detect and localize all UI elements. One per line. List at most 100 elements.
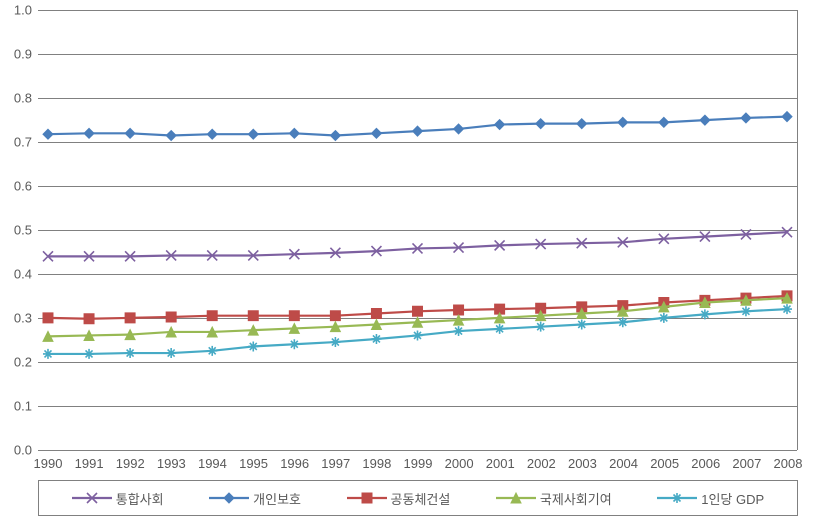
y-tick-label: 0.5	[14, 223, 32, 238]
series-marker-community_building	[84, 314, 94, 324]
series-marker-gdp_per_capita	[659, 313, 669, 323]
legend-swatch-integrated_society	[72, 491, 112, 505]
legend-label: 공동체건설	[391, 489, 451, 508]
series-marker-personal_protection	[741, 113, 751, 123]
series-marker-personal_protection	[43, 129, 53, 139]
series-marker-gdp_per_capita	[289, 339, 299, 349]
plot-area: 0.00.10.20.30.40.50.60.70.80.91.01990199…	[38, 10, 798, 450]
x-tick-label: 1994	[198, 456, 227, 471]
series-marker-personal_protection	[330, 131, 340, 141]
x-tick-label: 2005	[650, 456, 679, 471]
x-tick-label: 1990	[34, 456, 63, 471]
series-marker-community_building	[125, 313, 135, 323]
series-marker-gdp_per_capita	[782, 304, 792, 314]
chart-container: 0.0 0.1 0.2 0.3 0.4 0.5 0.6 0.7 0.8 0.9 1.0 1990 199…	[0, 0, 813, 525]
y-tick-label: 1.0	[14, 3, 32, 18]
series-marker-community_building	[454, 305, 464, 315]
legend-swatch-gdp_per_capita	[657, 491, 697, 505]
series-marker-gdp_per_capita	[248, 341, 258, 351]
y-tick-label: 0.7	[14, 135, 32, 150]
y-tick-label: 0.4	[14, 267, 32, 282]
series-marker-gdp_per_capita	[618, 317, 628, 327]
series-marker-personal_protection	[248, 129, 258, 139]
y-tick-label: 0.2	[14, 355, 32, 370]
legend-label: 개인보호	[253, 489, 301, 508]
y-tick-label: 0.6	[14, 179, 32, 194]
x-tick-label: 2007	[732, 456, 761, 471]
x-tick-label: 2003	[568, 456, 597, 471]
series-marker-personal_protection	[84, 128, 94, 138]
series-marker-community_building	[43, 313, 53, 323]
legend: 통합사회 개인보호 공동체건설 국제사회기여 1인당 GDP	[38, 480, 798, 516]
series-marker-gdp_per_capita	[454, 326, 464, 336]
y-tick-label: 0.8	[14, 91, 32, 106]
series-marker-gdp_per_capita	[43, 349, 53, 359]
y-tick-label: 0.9	[14, 47, 32, 62]
plot-svg	[38, 10, 797, 450]
series-marker-gdp_per_capita	[577, 319, 587, 329]
x-tick-label: 2001	[486, 456, 515, 471]
series-marker-community_building	[371, 308, 381, 318]
series-marker-community_building	[413, 306, 423, 316]
x-tick-label: 1991	[75, 456, 104, 471]
series-marker-personal_protection	[166, 131, 176, 141]
x-tick-label: 2002	[527, 456, 556, 471]
series-marker-personal_protection	[289, 128, 299, 138]
series-marker-personal_protection	[700, 115, 710, 125]
x-tick-label: 1997	[321, 456, 350, 471]
series-marker-gdp_per_capita	[536, 322, 546, 332]
legend-item-personal_protection: 개인보호	[209, 489, 301, 508]
series-marker-personal_protection	[536, 119, 546, 129]
legend-label: 통합사회	[116, 489, 164, 508]
legend-item-gdp_per_capita: 1인당 GDP	[657, 489, 764, 508]
series-marker-gdp_per_capita	[741, 306, 751, 316]
series-marker-personal_protection	[495, 120, 505, 130]
series-marker-gdp_per_capita	[495, 324, 505, 334]
x-tick-label: 2006	[691, 456, 720, 471]
legend-item-community_building: 공동체건설	[347, 489, 451, 508]
legend-swatch-personal_protection	[209, 491, 249, 505]
x-tick-label: 1998	[362, 456, 391, 471]
x-tick-label: 1993	[157, 456, 186, 471]
legend-item-international_contribution: 국제사회기여	[496, 489, 612, 508]
series-marker-personal_protection	[618, 117, 628, 127]
series-marker-personal_protection	[371, 128, 381, 138]
series-marker-personal_protection	[413, 126, 423, 136]
x-tick-label: 2000	[445, 456, 474, 471]
series-marker-personal_protection	[782, 112, 792, 122]
gridline	[38, 450, 797, 451]
legend-swatch-community_building	[347, 491, 387, 505]
x-tick-label: 1992	[116, 456, 145, 471]
series-marker-community_building	[289, 311, 299, 321]
series-marker-community_building	[330, 311, 340, 321]
x-tick-label: 1996	[280, 456, 309, 471]
y-tick-label: 0.1	[14, 399, 32, 414]
legend-item-integrated_society: 통합사회	[72, 489, 164, 508]
series-marker-community_building	[166, 312, 176, 322]
x-tick-label: 2004	[609, 456, 638, 471]
legend-label: 1인당 GDP	[701, 489, 764, 508]
x-tick-label: 1999	[404, 456, 433, 471]
series-marker-community_building	[248, 311, 258, 321]
series-marker-community_building	[207, 311, 217, 321]
series-marker-gdp_per_capita	[166, 348, 176, 358]
series-marker-personal_protection	[659, 117, 669, 127]
legend-label: 국제사회기여	[540, 489, 612, 508]
legend-swatch-international_contribution	[496, 491, 536, 505]
series-marker-gdp_per_capita	[700, 309, 710, 319]
y-tick-label: 0.0	[14, 443, 32, 458]
series-marker-gdp_per_capita	[125, 348, 135, 358]
series-marker-gdp_per_capita	[371, 334, 381, 344]
series-marker-personal_protection	[125, 128, 135, 138]
series-marker-gdp_per_capita	[207, 346, 217, 356]
series-marker-personal_protection	[207, 129, 217, 139]
series-marker-gdp_per_capita	[330, 337, 340, 347]
series-line-integrated_society	[48, 232, 787, 256]
series-marker-gdp_per_capita	[413, 330, 423, 340]
y-tick-label: 0.3	[14, 311, 32, 326]
series-marker-gdp_per_capita	[84, 349, 94, 359]
series-marker-personal_protection	[454, 124, 464, 134]
x-tick-label: 1995	[239, 456, 268, 471]
x-tick-label: 2008	[774, 456, 803, 471]
series-marker-personal_protection	[577, 119, 587, 129]
